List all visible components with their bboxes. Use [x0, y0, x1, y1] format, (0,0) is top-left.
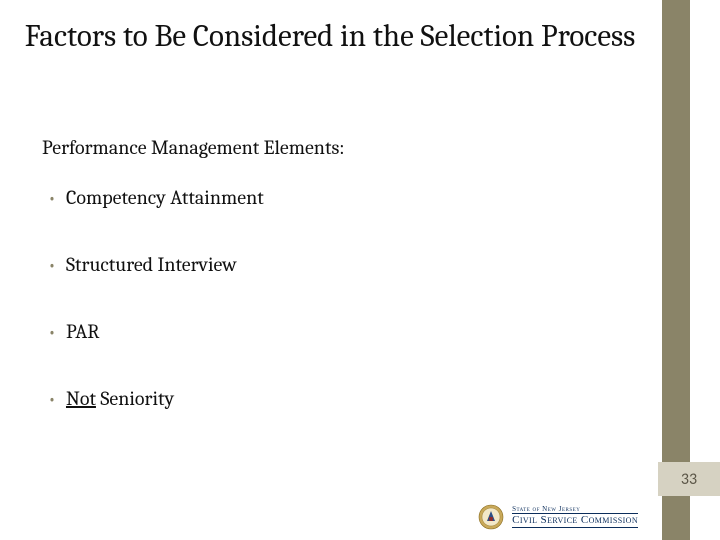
- bullet-text: Structured Interview: [66, 253, 237, 276]
- footer-line1: State of New Jersey: [512, 506, 638, 513]
- bullet-item: • PAR: [48, 320, 608, 343]
- footer-line2: Civil Service Commission: [512, 513, 638, 529]
- bullet-marker-icon: •: [48, 391, 56, 409]
- bullet-item: • Competency Attainment: [48, 186, 608, 209]
- page-number-badge: 33: [658, 462, 720, 496]
- bullet-marker-icon: •: [48, 324, 56, 342]
- slide: Factors to Be Considered in the Selectio…: [0, 0, 720, 540]
- accent-side-bar: [662, 0, 690, 540]
- bullet-text: Not Seniority: [66, 387, 174, 410]
- bullet-item: • Structured Interview: [48, 253, 608, 276]
- bullet-text: Competency Attainment: [66, 186, 264, 209]
- page-number: 33: [681, 470, 697, 489]
- bullet-marker-icon: •: [48, 257, 56, 275]
- footer-branding: State of New Jersey Civil Service Commis…: [478, 504, 638, 530]
- bullet-item: • Not Seniority: [48, 387, 608, 410]
- bullet-list: • Competency Attainment • Structured Interv…: [48, 186, 608, 454]
- state-seal-icon: [478, 504, 504, 530]
- bullet-marker-icon: •: [48, 190, 56, 208]
- footer-text: State of New Jersey Civil Service Commis…: [512, 506, 638, 529]
- section-subheading: Performance Management Elements:: [42, 136, 345, 159]
- bullet-text: PAR: [66, 320, 100, 343]
- slide-title: Factors to Be Considered in the Selectio…: [0, 18, 660, 55]
